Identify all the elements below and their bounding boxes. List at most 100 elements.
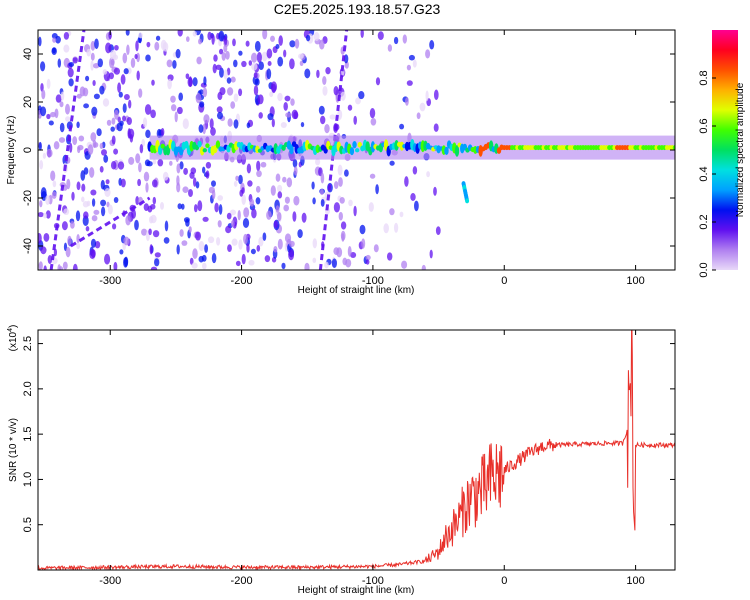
spectrogram-cell [406,64,411,71]
spectrogram-cell [233,93,239,102]
spectrogram-cell [288,240,295,248]
spectrogram-cell [277,184,283,193]
x-tick-label: -200 [231,575,253,587]
y-tick-label: 0.5 [22,517,34,532]
spectrogram-cell [52,180,57,188]
spectrogram-cell [251,52,258,63]
spectrogram-cell [215,64,222,70]
spectrogram-cell [218,48,224,55]
spectrogram-cell [318,105,325,115]
signal-band-cell [247,142,252,151]
spectrogram-cell [399,123,405,130]
spectrogram-cell [258,236,264,247]
spectrogram-cell [320,115,326,125]
spectrogram-cell [40,246,47,255]
spectrogram-cell [91,106,98,116]
spectrogram-cell [377,31,384,40]
spectrogram-cell [82,87,89,97]
spectrogram-cell [93,209,100,215]
spectrogram-cell [199,101,205,108]
spectrogram-cell [152,196,157,205]
spectrogram-cell [111,135,116,145]
spectrogram-cell [126,44,130,56]
spectrogram-cell [266,68,272,80]
spectrogram-cell [375,184,379,195]
spectrogram-cell [211,253,217,264]
spectrogram-cell [273,246,278,253]
spectrogram-cell [387,44,393,52]
spectrogram-cell [280,122,287,128]
spectrogram-cell [226,87,234,96]
spectrogram-cell [260,161,267,168]
spectrogram-cell [193,204,198,213]
spectrogram-cell [41,89,46,100]
spectrogram-cell [358,91,365,100]
spectrogram-cell [333,181,339,190]
spectrogram-cell [144,159,151,167]
spectrogram-cell [111,117,116,125]
spectrogram-cell [110,126,115,132]
spectrogram-cell [40,106,47,117]
spectrogram-cell [40,61,46,72]
spectrogram-cell [277,191,283,199]
signal-band-cell [199,146,205,156]
spectrogram-cell [46,78,51,89]
spectrogram-cell [399,211,404,218]
spectrogram-cell [181,203,185,210]
signal-band-cell [281,144,286,151]
spectrogram-cell [365,254,371,261]
spectrogram-cell [227,244,232,252]
spectrogram-cell [124,256,129,267]
spectrogram-cell [90,60,94,71]
snr-y-scale-close: ) [8,325,19,328]
spectrogram-cell [69,142,73,153]
spectrogram-cell [241,194,246,205]
spectrogram-cell [426,171,430,178]
colorbar-gradient [712,30,738,270]
spectrogram-cell [150,109,156,119]
spectrogram-cell [38,261,43,270]
spectrogram-cell [271,118,275,128]
spectrogram-cell [58,266,64,270]
spectrogram-cell [176,163,181,174]
spectrogram-cell [275,205,280,213]
spectrogram-cell [38,36,42,47]
spectrogram-cell [148,216,154,224]
spectrogram-cell [243,207,250,218]
spectrogram-cell [90,189,97,196]
spectrogram-cell [266,48,273,59]
spectrogram-cell [405,97,409,106]
spectrogram-cell [60,91,65,101]
spectrogram-cell [46,148,53,158]
spectrogram-cell [389,208,395,216]
spectrogram-cell [402,34,407,44]
spectrogram-cell [255,185,261,193]
colorbar-tick-label: 0.8 [698,70,710,85]
x-tick-label: 100 [626,275,644,287]
spectrogram-cell [225,50,230,60]
spectrogram-cell [142,117,148,128]
spectrogram-cell [337,164,343,176]
spectrogram-cell [375,77,381,86]
spectrogram-cell [92,80,96,86]
spectrogram-cell [245,40,250,47]
spectrogram-cell [369,107,376,119]
spectrogram-cell [77,146,81,154]
spectrogram-cell [123,93,130,101]
spectrogram-cell [59,122,65,133]
spectrogram-cell [128,99,132,109]
spectrogram-cell [269,91,274,98]
spectrogram-cell [248,259,255,266]
spectrogram-cell [393,222,399,233]
y-tick-label: -40 [22,238,34,254]
spectrogram-cell [285,112,292,118]
spectrogram-cell [185,36,190,42]
spectrogram-cell [226,67,231,76]
spectrogram-cell [339,197,345,204]
spectrogram-cell [81,183,86,192]
spectrogram-cell [256,245,261,252]
spectrogram-cell [83,211,89,219]
spectrogram-cell [83,103,89,109]
spectrogram-cell [319,39,325,50]
